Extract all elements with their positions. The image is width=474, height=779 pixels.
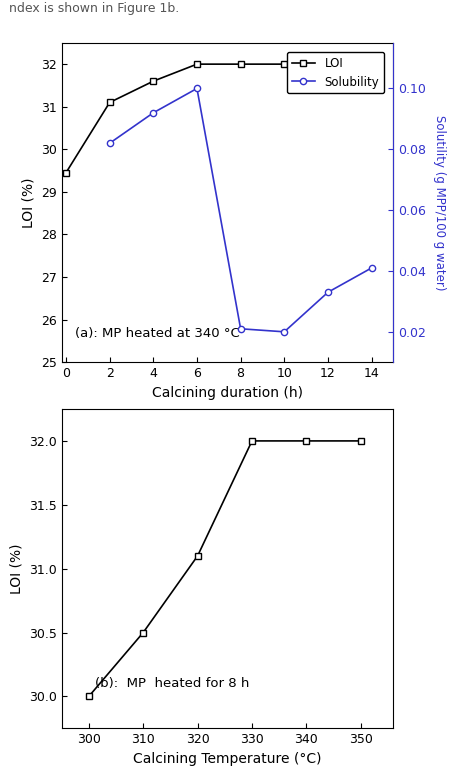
LOI [369,59,374,69]
Solubility [325,287,331,297]
LOI [325,59,331,69]
LOI [150,76,156,86]
Solubility [238,324,244,333]
Y-axis label: LOI (%): LOI (%) [9,544,23,594]
Line: LOI: LOI [63,61,375,176]
X-axis label: Calcining Temperature (°C): Calcining Temperature (°C) [133,752,322,766]
LOI [194,59,200,69]
Text: (b):  MP  heated for 8 h: (b): MP heated for 8 h [95,677,249,690]
LOI [238,59,244,69]
Y-axis label: LOI (%): LOI (%) [21,178,36,227]
Solubility [369,263,374,273]
LOI [107,98,112,108]
Solubility [282,327,287,337]
LOI [63,168,69,178]
LOI [282,59,287,69]
Legend: LOI, Solubility: LOI, Solubility [287,52,384,93]
Line: Solubility: Solubility [107,86,375,335]
Solubility [107,139,112,148]
Solubility [194,84,200,93]
X-axis label: Calcining duration (h): Calcining duration (h) [152,386,303,400]
Solubility [150,108,156,118]
Text: (a): MP heated at 340 °C: (a): MP heated at 340 °C [75,327,240,340]
Y-axis label: Solutility (g MPP/100 g water): Solutility (g MPP/100 g water) [433,115,446,291]
Text: ndex is shown in Figure 1b.: ndex is shown in Figure 1b. [9,2,180,15]
